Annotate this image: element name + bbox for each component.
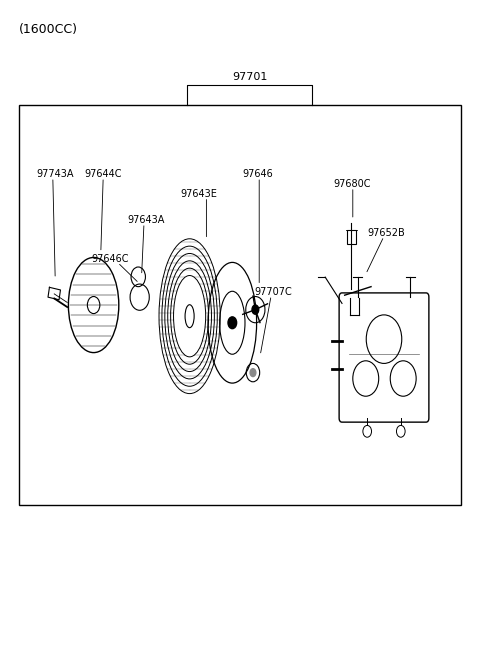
Text: (1600CC): (1600CC) — [19, 23, 78, 36]
Text: 97707C: 97707C — [254, 287, 292, 297]
Circle shape — [228, 317, 237, 329]
Text: 97701: 97701 — [232, 72, 267, 82]
Text: 97646: 97646 — [242, 169, 273, 179]
Text: 97680C: 97680C — [334, 178, 371, 189]
Bar — [347, 230, 356, 244]
Text: 97652B: 97652B — [367, 228, 405, 238]
Circle shape — [250, 369, 256, 377]
Text: 97643E: 97643E — [180, 188, 217, 199]
Text: 97743A: 97743A — [36, 169, 73, 179]
Text: 97646C: 97646C — [91, 254, 129, 264]
Text: 97643A: 97643A — [127, 215, 165, 225]
Bar — [19, 105, 461, 505]
Circle shape — [252, 305, 259, 314]
Text: 97644C: 97644C — [84, 169, 121, 179]
